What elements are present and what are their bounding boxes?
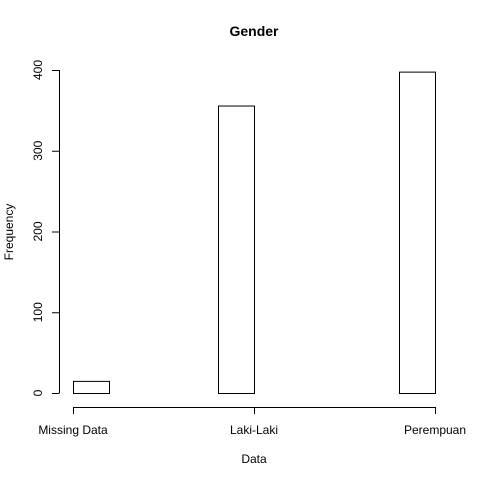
y-axis-label: Frequency	[2, 204, 16, 261]
y-tick-label: 400	[31, 60, 45, 80]
y-tick-label: 300	[31, 140, 45, 160]
x-tick-label: Laki-Laki	[230, 423, 278, 437]
bar-laki-laki	[218, 105, 255, 394]
chart-title: Gender	[229, 23, 279, 39]
bar-missing-data	[73, 380, 110, 395]
y-tick-label: 0	[31, 389, 45, 396]
y-tick-label: 200	[31, 221, 45, 241]
bar-perempuan	[399, 71, 436, 395]
y-axis: 0 100 200 300 400	[31, 60, 60, 396]
x-axis: Missing Data Laki-Laki Perempuan	[38, 407, 466, 437]
bar-group	[73, 71, 436, 395]
x-tick-label: Perempuan	[404, 423, 466, 437]
y-tick-label: 100	[31, 302, 45, 322]
x-tick-label: Missing Data	[38, 423, 108, 437]
x-axis-label: Data	[241, 452, 267, 466]
